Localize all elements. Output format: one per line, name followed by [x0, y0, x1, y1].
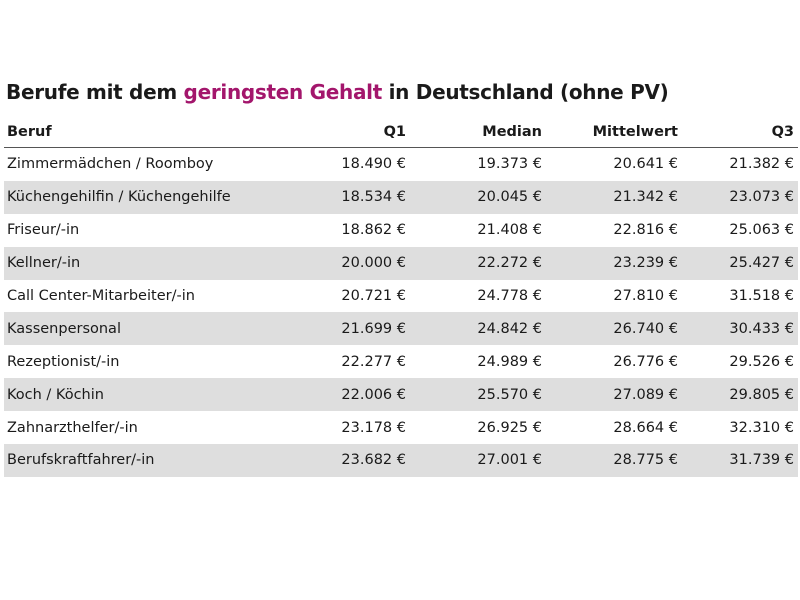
title-suffix: in Deutschland (ohne PV) — [381, 80, 669, 104]
table-row: Zahnarzthelfer/-in 23.178 € 26.925 € 28.664… — [4, 411, 798, 444]
cell-median: 27.001 € — [410, 444, 546, 477]
column-header-mittelwert: Mittelwert — [546, 116, 682, 148]
cell-q1: 20.721 € — [341, 288, 406, 304]
cell-median: 20.045 € — [410, 180, 546, 214]
cell-q1: 21.699 € — [272, 312, 410, 346]
cell-q3: 29.805 € — [682, 378, 798, 412]
cell-q3: 31.518 € — [729, 288, 794, 304]
column-header-median: Median — [410, 116, 546, 148]
cell-mittelwert: 27.810 € — [613, 288, 678, 304]
title-highlight: geringsten Gehalt — [183, 80, 383, 104]
cell-beruf: Zahnarzthelfer/-in — [7, 419, 138, 436]
column-header-beruf: Beruf — [4, 116, 272, 148]
cell-beruf: Rezeptionist/-in — [7, 353, 120, 370]
column-header-q1: Q1 — [272, 116, 410, 148]
cell-beruf: Küchengehilfin / Küchengehilfe — [4, 180, 272, 214]
cell-median: 25.570 € — [410, 378, 546, 412]
table-row: Kassenpersonal 21.699 €24.842 €26.740 €30… — [4, 312, 798, 346]
table-row: Berufskraftfahrer/-in 23.682 €27.001 €28.… — [4, 444, 798, 477]
cell-median: 24.778 € — [477, 288, 542, 304]
column-header-q3: Q3 — [682, 116, 798, 148]
cell-mittelwert: 22.816 € — [613, 222, 678, 239]
cell-beruf: Call Center-Mitarbeiter/-in — [7, 288, 195, 304]
table-row: Call Center-Mitarbeiter/-in 20.721 € 24.77… — [4, 280, 798, 313]
cell-q3: 29.526 € — [729, 353, 794, 370]
cell-q3: 30.433 € — [682, 312, 798, 346]
cell-q1: 23.178 € — [341, 419, 406, 436]
cell-q3: 32.310 € — [729, 419, 794, 436]
salary-table-container: Beruf Q1 Median Mittelwert Q3 Zimmermädchen … — [4, 116, 798, 477]
cell-mittelwert: 26.740 € — [546, 312, 682, 346]
cell-mittelwert: 26.776 € — [613, 353, 678, 370]
table-row: Friseur/-in 18.862 € 21.408 € 22.816 € 25.06… — [4, 214, 798, 247]
cell-q1: 18.490 € — [341, 156, 406, 173]
table-header: Beruf Q1 Median Mittelwert Q3 — [4, 116, 798, 148]
cell-mittelwert: 28.775 € — [546, 444, 682, 477]
cell-beruf: Kassenpersonal — [4, 312, 272, 346]
table-row: Zimmermädchen / Roomboy 18.490 € 19.373 € 2… — [4, 148, 798, 181]
cell-beruf: Zimmermädchen / Roomboy — [7, 156, 214, 173]
cell-q3: 25.063 € — [729, 222, 794, 239]
table-row: Koch / Köchin 22.006 €25.570 €27.089 €29.… — [4, 378, 798, 412]
cell-q3: 23.073 € — [682, 180, 798, 214]
cell-mittelwert: 21.342 € — [546, 180, 682, 214]
cell-q1: 18.534 € — [272, 180, 410, 214]
cell-median: 22.272 € — [410, 246, 546, 280]
cell-mittelwert: 23.239 € — [546, 246, 682, 280]
cell-beruf: Berufskraftfahrer/-in — [4, 444, 272, 477]
cell-q3: 31.739 € — [682, 444, 798, 477]
cell-q3: 25.427 € — [682, 246, 798, 280]
cell-median: 24.842 € — [410, 312, 546, 346]
cell-beruf: Friseur/-in — [7, 222, 80, 239]
cell-median: 26.925 € — [477, 419, 542, 436]
salary-table: Beruf Q1 Median Mittelwert Q3 Zimmermädchen … — [4, 116, 798, 477]
cell-mittelwert: 28.664 € — [613, 419, 678, 436]
cell-q1: 23.682 € — [272, 444, 410, 477]
cell-q1: 22.006 € — [272, 378, 410, 412]
table-row: Küchengehilfin / Küchengehilfe 18.534 €20… — [4, 180, 798, 214]
cell-q1: 22.277 € — [341, 353, 406, 370]
table-row: Kellner/-in 20.000 €22.272 €23.239 €25.42… — [4, 246, 798, 280]
cell-mittelwert: 27.089 € — [546, 378, 682, 412]
cell-q3: 21.382 € — [729, 156, 794, 173]
cell-q1: 20.000 € — [272, 246, 410, 280]
table-row: Rezeptionist/-in 22.277 € 24.989 € 26.776 €… — [4, 345, 798, 378]
table-body: Zimmermädchen / Roomboy 18.490 €19.373 €2… — [4, 148, 798, 477]
cell-median: 21.408 € — [477, 222, 542, 239]
table-title: Berufe mit dem geringsten Gehalt in Deut… — [6, 80, 796, 104]
cell-mittelwert: 20.641 € — [613, 156, 678, 173]
header-row: Beruf Q1 Median Mittelwert Q3 — [4, 116, 798, 148]
title-prefix: Berufe mit dem — [6, 80, 184, 104]
cell-beruf: Kellner/-in — [4, 246, 272, 280]
cell-median: 19.373 € — [477, 156, 542, 173]
cell-q1: 18.862 € — [341, 222, 406, 239]
cell-median: 24.989 € — [477, 353, 542, 370]
cell-beruf: Koch / Köchin — [4, 378, 272, 412]
